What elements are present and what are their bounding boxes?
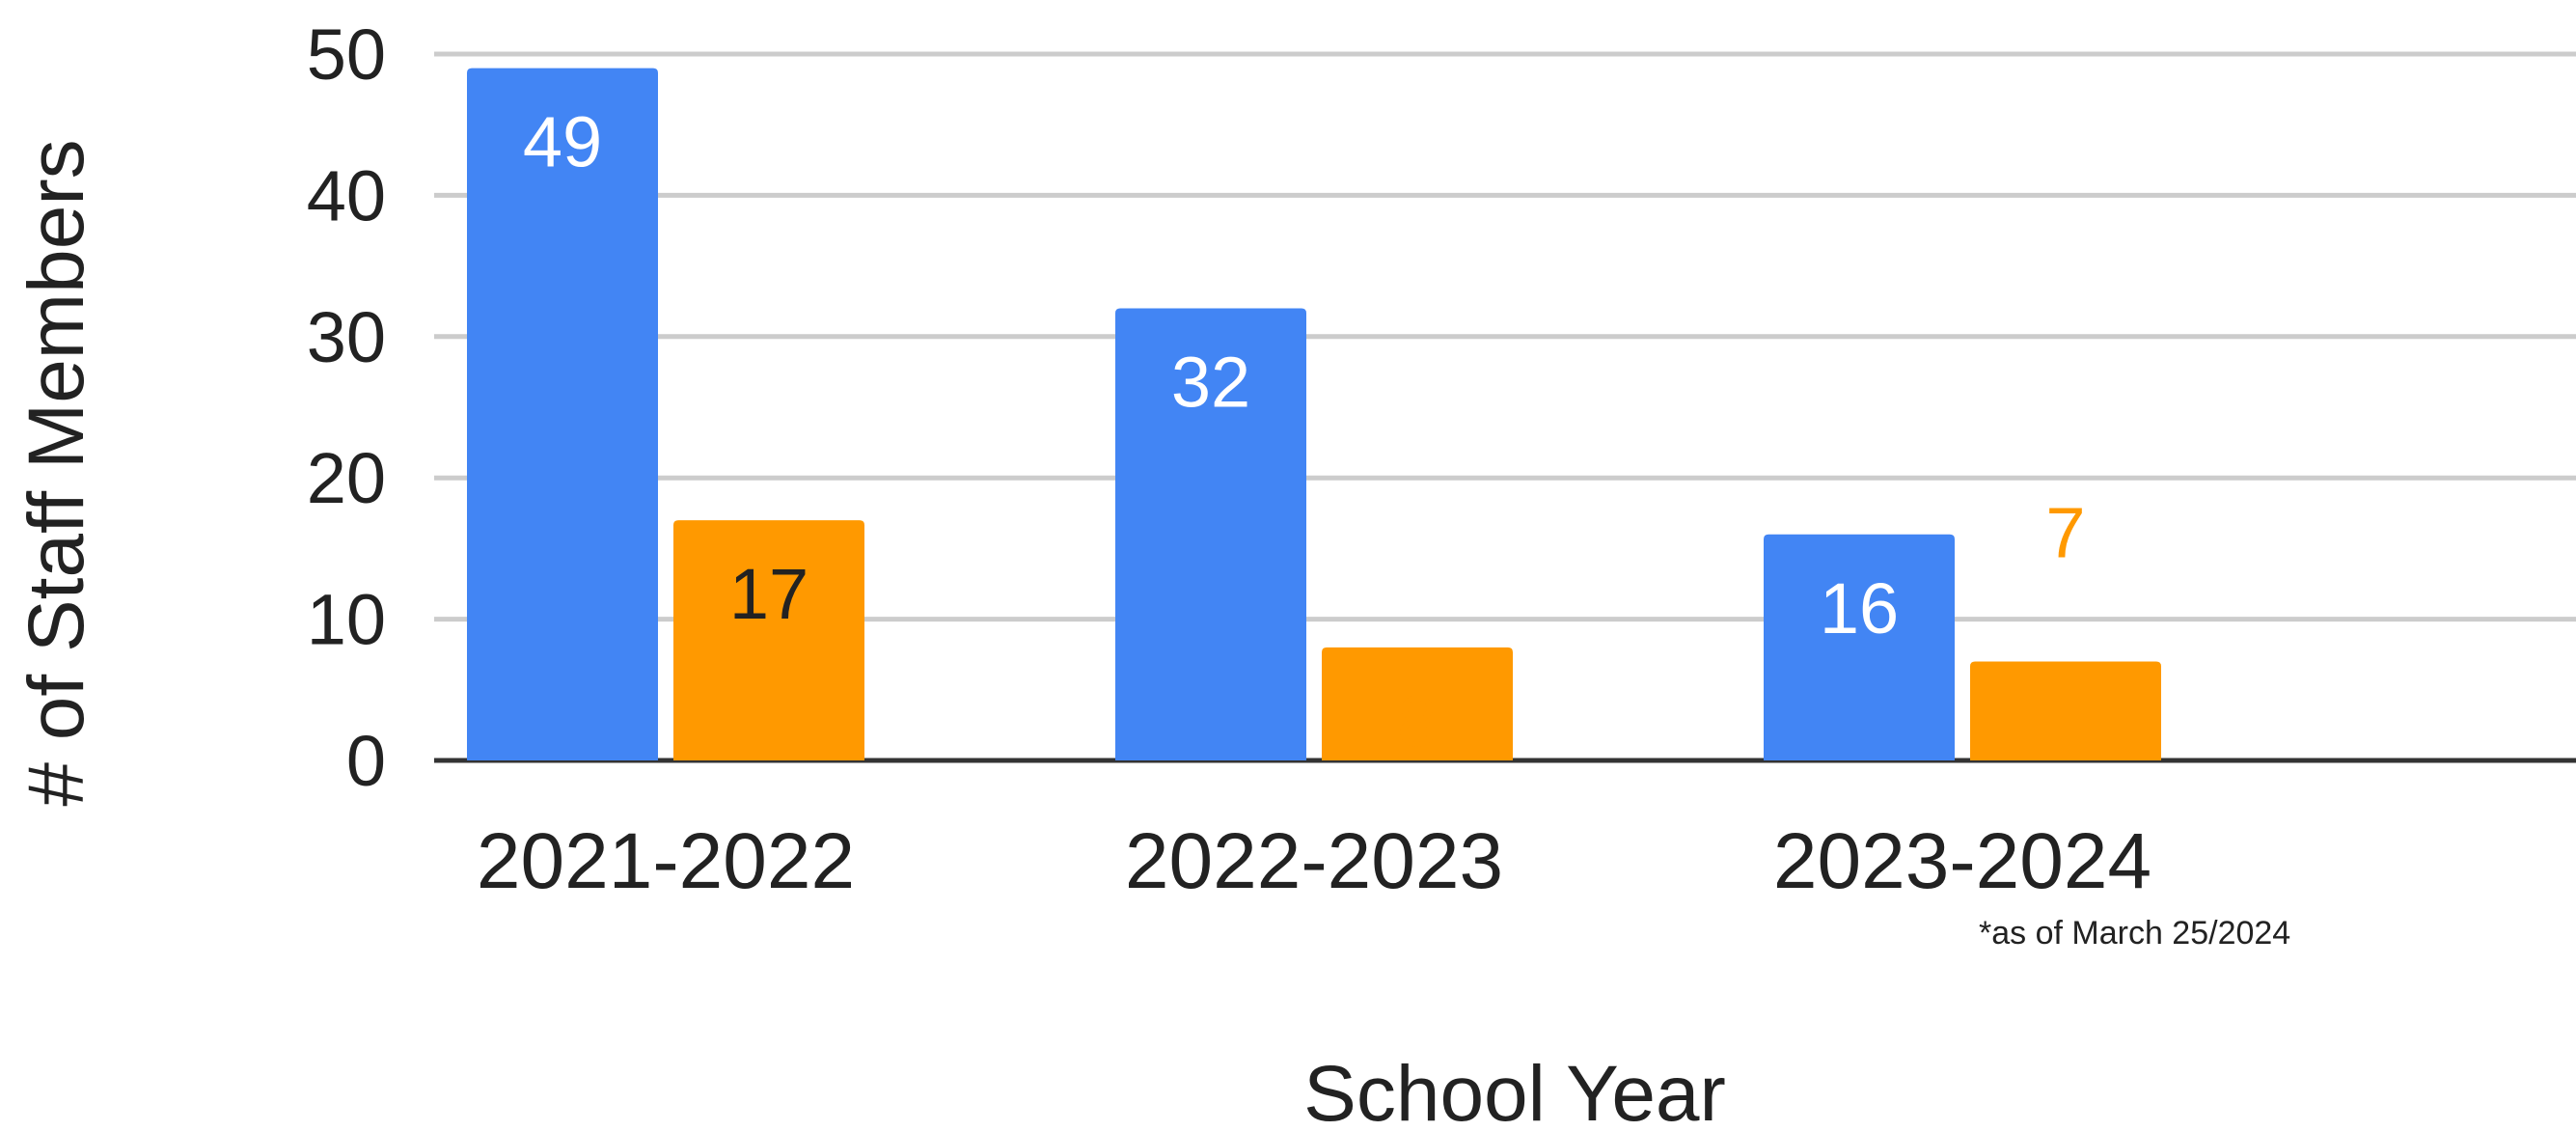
data-label: 32 — [1171, 343, 1250, 423]
y-tick-label: 30 — [307, 297, 386, 377]
bar-series-1 — [1764, 534, 1955, 760]
bar-series-2 — [673, 520, 864, 760]
bars — [467, 68, 2161, 760]
data-label: 8 — [1397, 681, 1437, 761]
x-category-label: 2022-2023 — [1125, 817, 1503, 905]
y-tick-label: 50 — [307, 14, 386, 95]
data-label: 49 — [523, 102, 602, 182]
bar-series-2 — [1322, 647, 1513, 760]
y-tick-labels: 0 10 20 30 40 50 — [307, 14, 386, 801]
bar-series-1 — [1115, 308, 1306, 760]
data-label: 17 — [729, 554, 808, 634]
data-labels: 49 17 32 8 16 7 — [523, 102, 2086, 761]
y-tick-label: 20 — [307, 438, 386, 518]
bar-series-1 — [467, 68, 658, 760]
footnote-annotation: *as of March 25/2024 — [1979, 915, 2290, 952]
x-category-labels: 2021-2022 2022-2023 2023-2024 — [477, 817, 2151, 905]
x-category-label: 2023-2024 — [1773, 817, 2151, 905]
x-axis-title: School Year — [1303, 1050, 1726, 1131]
x-category-label: 2021-2022 — [477, 817, 855, 905]
bar-series-2 — [1970, 661, 2161, 760]
y-axis-title: # of Staff Members — [13, 139, 100, 806]
y-tick-label: 0 — [346, 721, 386, 801]
data-label: 7 — [2045, 493, 2085, 573]
data-label: 16 — [1820, 568, 1899, 648]
y-tick-label: 10 — [307, 580, 386, 660]
y-tick-label: 40 — [307, 155, 386, 235]
